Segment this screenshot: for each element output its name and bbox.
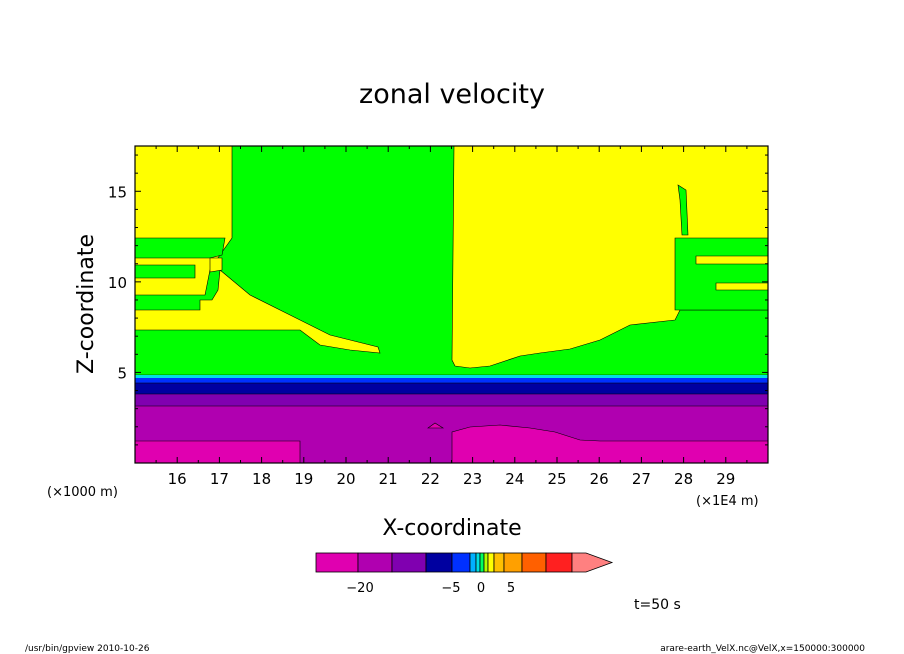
x-tick-label: 19 — [294, 470, 313, 488]
colorbar-label-5: 5 — [507, 581, 515, 596]
colorbar-swatch — [451, 552, 471, 573]
region-magenta-small — [427, 422, 445, 429]
x-tick-label: 27 — [632, 470, 651, 488]
colorbar-swatch — [521, 552, 547, 573]
colorbar-swatch — [487, 552, 495, 573]
x-tick-label: 26 — [590, 470, 609, 488]
x-tick-label: 17 — [210, 470, 229, 488]
contour-field — [134, 145, 769, 464]
time-label: t=50 s — [634, 597, 681, 613]
x-tick-label: 21 — [379, 470, 398, 488]
region-green-left-upper — [134, 237, 226, 259]
x-axis: 16 17 18 19 20 21 22 23 24 25 26 27 28 29 — [155, 146, 748, 488]
colorbar-label-neg5: −5 — [441, 581, 460, 596]
y-tick-label: 10 — [108, 274, 127, 292]
band-cyan — [135, 375, 768, 378]
y-tick-label: 15 — [108, 183, 127, 201]
colorbar-swatch — [475, 552, 481, 573]
colorbar-swatch-arrow — [571, 552, 614, 573]
region-yellow-right-strip1 — [695, 255, 769, 265]
colorbar-swatch — [545, 552, 573, 573]
band-blue — [135, 378, 768, 383]
y-tick-label: 5 — [117, 364, 127, 382]
x-tick-label: 23 — [463, 470, 482, 488]
x-tick-label: 16 — [168, 470, 187, 488]
region-yellow-right-strip2 — [715, 282, 769, 291]
colorbar-swatch — [479, 552, 485, 573]
colorbar-label-0: 0 — [477, 581, 485, 596]
x-tick-label: 24 — [505, 470, 524, 488]
colorbar-swatch — [503, 552, 523, 573]
colorbar-swatch — [391, 552, 427, 573]
footer-right: arare-earth_VelX.nc@VelX,x=150000:300000 — [660, 644, 865, 654]
x-tick-label: 18 — [252, 470, 271, 488]
colorbar-swatch — [357, 552, 393, 573]
region-green-right-spike — [677, 184, 689, 236]
x-axis-label: X-coordinate — [382, 516, 521, 541]
colorbar — [315, 552, 614, 573]
region-green-right-band — [674, 237, 769, 311]
x-unit-left: (×1000 m) — [47, 485, 118, 500]
x-tick-label: 29 — [716, 470, 735, 488]
y-axis-label: Z-coordinate — [74, 234, 99, 374]
region-yellow-left-strip — [209, 257, 223, 273]
region-magenta-left — [134, 440, 301, 464]
x-tick-label: 25 — [547, 470, 566, 488]
x-tick-label: 22 — [421, 470, 440, 488]
chart-title: zonal velocity — [359, 79, 545, 110]
colorbar-swatch — [315, 552, 359, 573]
y-axis: 5 10 15 — [108, 154, 768, 446]
band-navy — [135, 383, 768, 394]
colorbar-swatch — [469, 552, 477, 573]
colorbar-swatch — [425, 552, 453, 573]
colorbar-swatch — [483, 552, 489, 573]
band-violet — [135, 394, 768, 406]
x-tick-label: 20 — [336, 470, 355, 488]
colorbar-label-neg20: −20 — [346, 581, 373, 596]
x-unit-right: (×1E4 m) — [696, 494, 759, 509]
colorbar-swatch — [493, 552, 505, 573]
region-green-left-mid — [134, 264, 196, 279]
x-tick-label: 28 — [674, 470, 693, 488]
footer-left: /usr/bin/gpview 2010-10-26 — [25, 644, 150, 654]
